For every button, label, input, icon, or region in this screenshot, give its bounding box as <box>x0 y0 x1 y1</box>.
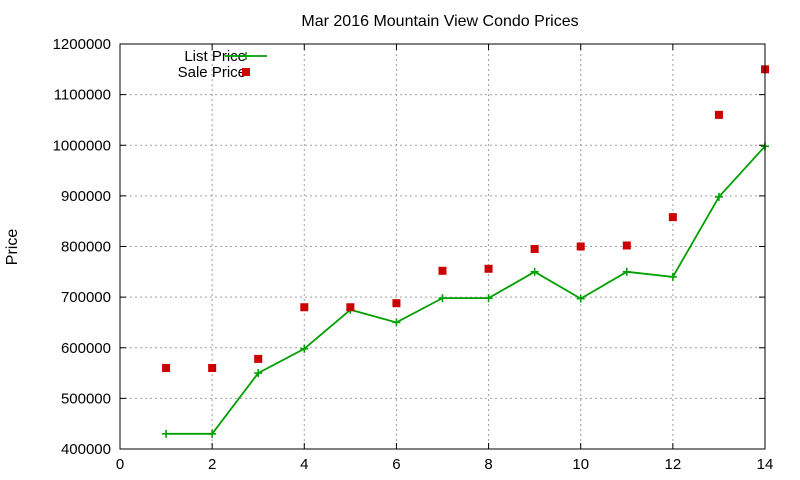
series-layer <box>162 65 769 438</box>
list-price-point <box>714 192 723 201</box>
y-tick-label: 800000 <box>61 239 111 256</box>
y-tick-label: 400000 <box>61 441 111 458</box>
sale-price-point <box>300 303 309 312</box>
legend-label: List Price <box>184 48 246 65</box>
chart-title: Mar 2016 Mountain View Condo Prices <box>301 13 578 30</box>
sale-price-point <box>484 264 493 273</box>
list-price-point <box>300 344 309 353</box>
sale-price-point <box>162 364 171 372</box>
sale-price-point <box>208 364 217 372</box>
series-0 <box>162 142 769 438</box>
y-tick-label: 500000 <box>61 390 111 407</box>
legend-plus-marker <box>242 52 250 60</box>
sale-price-point <box>254 354 263 363</box>
x-tick-label: 10 <box>572 456 589 473</box>
sale-price-point <box>714 110 723 119</box>
y-tick-label: 600000 <box>61 340 111 357</box>
y-tick-label: 1100000 <box>54 87 111 104</box>
y-tick-label: 700000 <box>61 289 111 306</box>
x-tick-label: 6 <box>392 456 400 473</box>
sale-price-point <box>392 299 401 308</box>
x-tick-label: 4 <box>300 456 308 473</box>
list-price-point <box>576 294 585 303</box>
list-price-point <box>208 429 217 438</box>
sale-price-point <box>530 245 539 254</box>
list-price-point <box>392 318 401 327</box>
y-tick-label: 900000 <box>61 188 111 205</box>
x-tick-label: 8 <box>484 456 492 473</box>
axis-ticks: 0 2 4 6 8 10 12 14 400000 500000 600000 700000 80000… <box>53 36 774 473</box>
sale-price-point <box>576 242 585 251</box>
sale-price-point <box>438 266 447 275</box>
list-price-point <box>484 294 493 303</box>
list-price-point <box>622 267 631 276</box>
legend-square-swatch <box>242 68 250 76</box>
x-tick-label: 12 <box>665 456 682 473</box>
list-price-point <box>668 272 677 281</box>
series-1 <box>162 65 769 372</box>
grid <box>120 44 765 449</box>
legend-label: Sale Price <box>178 64 246 81</box>
y-tick-label: 1200000 <box>53 36 111 53</box>
y-tick-label: 1000000 <box>53 137 111 154</box>
x-tick-label: 2 <box>208 456 216 473</box>
list-price-point <box>530 267 539 276</box>
list-price-point <box>162 429 171 438</box>
x-tick-label: 14 <box>757 456 774 473</box>
plot-frame <box>119 43 766 450</box>
y-axis-label: Price <box>4 229 21 266</box>
sale-price-point <box>622 241 631 250</box>
x-tick-label: 0 <box>116 456 124 473</box>
list-price-line <box>166 145 766 435</box>
list-price-point <box>254 369 263 378</box>
list-price-point <box>438 294 447 303</box>
sale-price-point <box>668 213 677 222</box>
sale-price-point <box>346 303 355 312</box>
